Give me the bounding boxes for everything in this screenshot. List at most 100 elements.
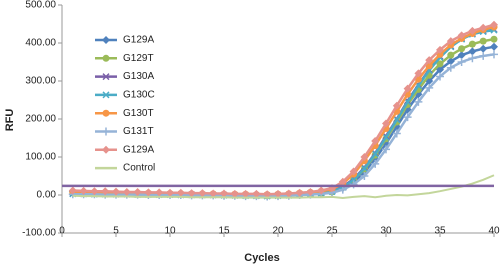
marker (479, 44, 488, 53)
y-tick-label: 0.00 (37, 190, 57, 201)
x-tick-label: 40 (488, 226, 500, 237)
marker (102, 54, 110, 62)
marker (284, 189, 293, 198)
marker (176, 188, 185, 197)
marker (436, 72, 444, 81)
marker (490, 42, 498, 51)
marker (90, 187, 99, 196)
marker (102, 36, 110, 44)
series-line (72, 53, 495, 198)
legend-item: Control (95, 163, 155, 174)
marker (220, 189, 228, 198)
marker (338, 177, 347, 186)
marker (479, 37, 487, 45)
y-tick-label: 400.00 (25, 38, 56, 49)
marker (403, 84, 412, 93)
marker (102, 109, 110, 117)
series-line (72, 23, 495, 196)
legend-label: G129A (123, 35, 154, 46)
marker (393, 116, 401, 124)
legend-label: G129T (123, 53, 154, 64)
marker (79, 186, 88, 195)
marker (436, 45, 444, 54)
marker (101, 187, 110, 196)
marker (382, 133, 390, 141)
marker (479, 51, 488, 60)
marker (360, 153, 369, 161)
marker (230, 189, 239, 198)
marker (446, 57, 455, 66)
marker (360, 164, 368, 172)
marker (209, 189, 218, 198)
marker (102, 127, 110, 136)
y-tick-label: 300.00 (25, 76, 56, 87)
legend-label: G130T (123, 108, 154, 119)
marker (241, 189, 250, 198)
marker (468, 26, 477, 35)
legend-label: G131T (123, 126, 154, 137)
marker (166, 188, 174, 197)
marker (382, 119, 390, 128)
marker (133, 187, 142, 196)
marker (317, 186, 326, 195)
marker (457, 31, 466, 40)
legend-item: G129T (95, 53, 154, 64)
marker (447, 51, 455, 59)
legend-label: G130C (123, 90, 155, 101)
x-tick-label: 30 (380, 226, 392, 237)
marker (490, 35, 498, 43)
x-tick-label: 20 (272, 226, 284, 237)
marker (414, 69, 423, 78)
marker (102, 91, 110, 99)
marker (392, 129, 401, 138)
legend-item: G129A (95, 35, 154, 46)
marker (187, 189, 196, 198)
marker (371, 159, 380, 168)
x-tick-label: 5 (113, 226, 119, 237)
y-tick-label: -100.00 (22, 228, 56, 239)
legend-item: G129A (95, 144, 154, 155)
x-tick-label: 0 (59, 226, 65, 237)
x-tick-label: 35 (434, 226, 446, 237)
marker (425, 83, 434, 92)
legend-label: Control (123, 163, 155, 174)
marker (392, 101, 401, 110)
y-tick-label: 500.00 (25, 0, 56, 11)
marker (490, 50, 498, 59)
marker (457, 51, 466, 60)
marker (403, 113, 412, 122)
marker (425, 56, 434, 65)
marker (349, 167, 358, 176)
marker (360, 172, 369, 180)
marker (414, 97, 423, 106)
marker (490, 20, 498, 29)
marker (144, 188, 153, 197)
y-axis-title: RFU (4, 109, 16, 132)
marker (382, 145, 390, 154)
marker (458, 45, 466, 53)
x-axis-title: Cycles (244, 252, 279, 264)
marker (68, 186, 77, 195)
legend-item: G130C (95, 90, 155, 101)
marker (371, 137, 380, 146)
marker (274, 189, 282, 198)
legend-item: G130T (95, 108, 154, 119)
marker (479, 23, 488, 32)
legend-item: G130A (95, 71, 154, 82)
series-line (72, 174, 495, 200)
marker (468, 54, 477, 63)
marker (252, 189, 261, 198)
legend-item: G131T (95, 126, 154, 137)
marker (198, 189, 207, 198)
y-tick-label: 100.00 (25, 152, 56, 163)
legend-label: G129A (123, 144, 154, 155)
legend-label: G130A (123, 71, 154, 82)
marker (468, 47, 477, 56)
marker (112, 187, 120, 196)
marker (468, 40, 476, 48)
marker (446, 37, 455, 46)
y-tick-label: 200.00 (25, 114, 56, 125)
marker (102, 145, 110, 154)
marker (306, 187, 315, 196)
